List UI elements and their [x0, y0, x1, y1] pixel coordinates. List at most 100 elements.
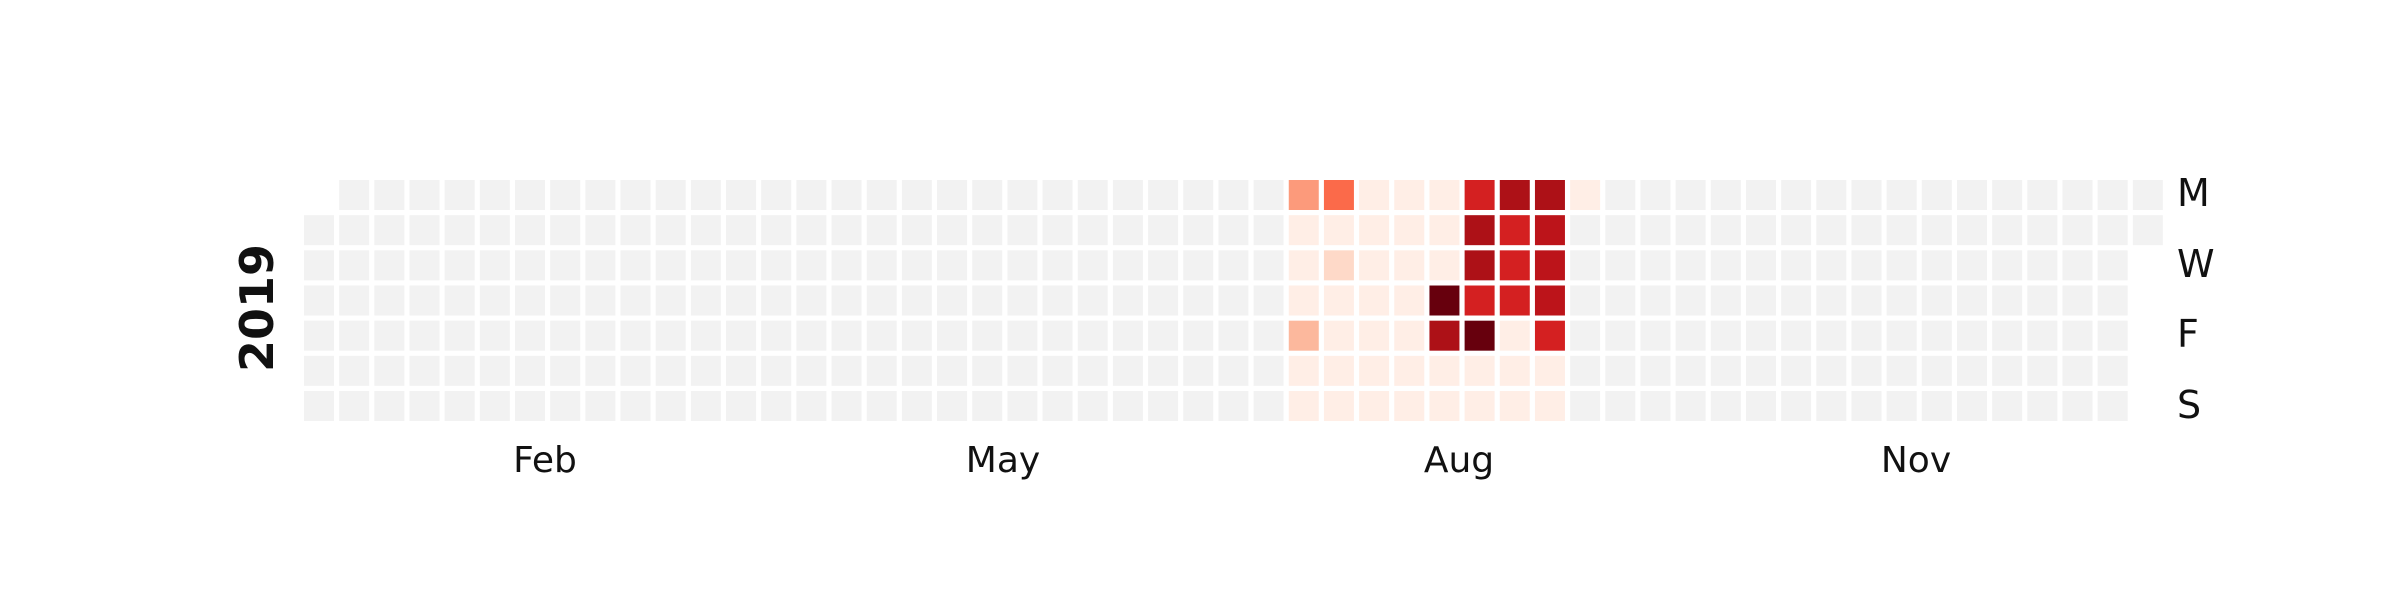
heatmap-cell: [1640, 180, 1671, 210]
heatmap-cell: [1288, 180, 1319, 210]
heatmap-cell: [1077, 215, 1108, 246]
heatmap-cell: [2097, 215, 2128, 246]
heatmap-cell: [1886, 355, 1917, 386]
heatmap-cell: [690, 180, 721, 210]
heatmap-cell: [1781, 250, 1812, 281]
heatmap-cell: [1112, 320, 1143, 351]
heatmap-cell: [2062, 250, 2093, 281]
heatmap-cell: [444, 180, 475, 210]
heatmap-cell: [726, 355, 757, 386]
heatmap-cell: [550, 391, 581, 422]
heatmap-cell: [620, 391, 651, 422]
heatmap-cell: [1464, 285, 1495, 316]
day-label: M: [2177, 171, 2210, 215]
heatmap-cell: [1675, 215, 1706, 246]
heatmap-cell: [2027, 320, 2058, 351]
heatmap-cell: [1112, 391, 1143, 422]
heatmap-cell: [1745, 250, 1776, 281]
heatmap-cell: [1605, 250, 1636, 281]
heatmap-cell: [1464, 320, 1495, 351]
heatmap-cell: [2062, 355, 2093, 386]
heatmap-cell: [972, 250, 1003, 281]
heatmap-cell: [937, 180, 968, 210]
heatmap-cell: [1253, 180, 1284, 210]
heatmap-cell: [1851, 320, 1882, 351]
heatmap-cell: [655, 180, 686, 210]
heatmap-cell: [1394, 320, 1425, 351]
heatmap-cell: [726, 180, 757, 210]
heatmap-cell: [1921, 320, 1952, 351]
heatmap-cell: [1429, 285, 1460, 316]
heatmap-cell: [2097, 391, 2128, 422]
heatmap-cell: [1148, 285, 1179, 316]
heatmap-cell: [2027, 250, 2058, 281]
heatmap-cell: [937, 320, 968, 351]
heatmap-cell: [1816, 285, 1847, 316]
heatmap-cell: [1323, 285, 1354, 316]
heatmap-cell: [1148, 391, 1179, 422]
heatmap-cell: [374, 391, 405, 422]
heatmap-cell: [2097, 285, 2128, 316]
heatmap-cell: [2132, 180, 2163, 210]
heatmap-cell: [1394, 250, 1425, 281]
heatmap-cell: [2097, 320, 2128, 351]
heatmap-cell: [1534, 250, 1565, 281]
heatmap-cell: [1077, 355, 1108, 386]
heatmap-cell: [655, 215, 686, 246]
heatmap-cell: [831, 250, 862, 281]
heatmap-cell: [1956, 285, 1987, 316]
heatmap-cell: [339, 215, 370, 246]
heatmap-cell: [444, 391, 475, 422]
heatmap-cell: [1183, 355, 1214, 386]
heatmap-cell: [515, 391, 546, 422]
heatmap-cell: [1886, 320, 1917, 351]
heatmap-cell: [1499, 355, 1530, 386]
heatmap-cell: [479, 320, 510, 351]
heatmap-cell: [726, 391, 757, 422]
heatmap-cell: [1429, 180, 1460, 210]
heatmap-cell: [901, 391, 932, 422]
heatmap-cell: [1429, 355, 1460, 386]
heatmap-cell: [937, 215, 968, 246]
heatmap-cell: [550, 355, 581, 386]
heatmap-cell: [550, 250, 581, 281]
heatmap-cell: [479, 355, 510, 386]
heatmap-cell: [2062, 215, 2093, 246]
heatmap-cell: [1007, 215, 1038, 246]
heatmap-cell: [1323, 250, 1354, 281]
heatmap-cell: [1429, 391, 1460, 422]
heatmap-cell: [1112, 180, 1143, 210]
heatmap-cell: [585, 215, 616, 246]
heatmap-cell: [1042, 391, 1073, 422]
heatmap-cell: [1570, 215, 1601, 246]
heatmap-cell: [901, 285, 932, 316]
heatmap-cell: [1148, 320, 1179, 351]
heatmap-cell: [1605, 320, 1636, 351]
heatmap-cell: [1042, 250, 1073, 281]
heatmap-cell: [1007, 355, 1038, 386]
heatmap-cell: [1605, 285, 1636, 316]
heatmap-cell: [1253, 391, 1284, 422]
heatmap-cell: [2097, 180, 2128, 210]
heatmap-cell: [479, 285, 510, 316]
heatmap-cell: [515, 355, 546, 386]
heatmap-cell: [409, 391, 440, 422]
day-label: S: [2177, 383, 2201, 427]
heatmap-cell: [1429, 215, 1460, 246]
heatmap-cell: [866, 355, 897, 386]
heatmap-cell: [339, 285, 370, 316]
heatmap-cell: [1816, 355, 1847, 386]
heatmap-cell: [866, 320, 897, 351]
heatmap-cell: [1570, 285, 1601, 316]
heatmap-cell: [1007, 320, 1038, 351]
heatmap-cell: [304, 285, 334, 316]
heatmap-cell: [1710, 215, 1741, 246]
heatmap-cell: [1112, 250, 1143, 281]
heatmap-cell: [655, 285, 686, 316]
month-label: Nov: [1881, 440, 1951, 481]
heatmap-cell: [585, 285, 616, 316]
day-label: F: [2177, 312, 2199, 356]
heatmap-cell: [620, 355, 651, 386]
heatmap-cell: [374, 215, 405, 246]
heatmap-cell: [937, 285, 968, 316]
